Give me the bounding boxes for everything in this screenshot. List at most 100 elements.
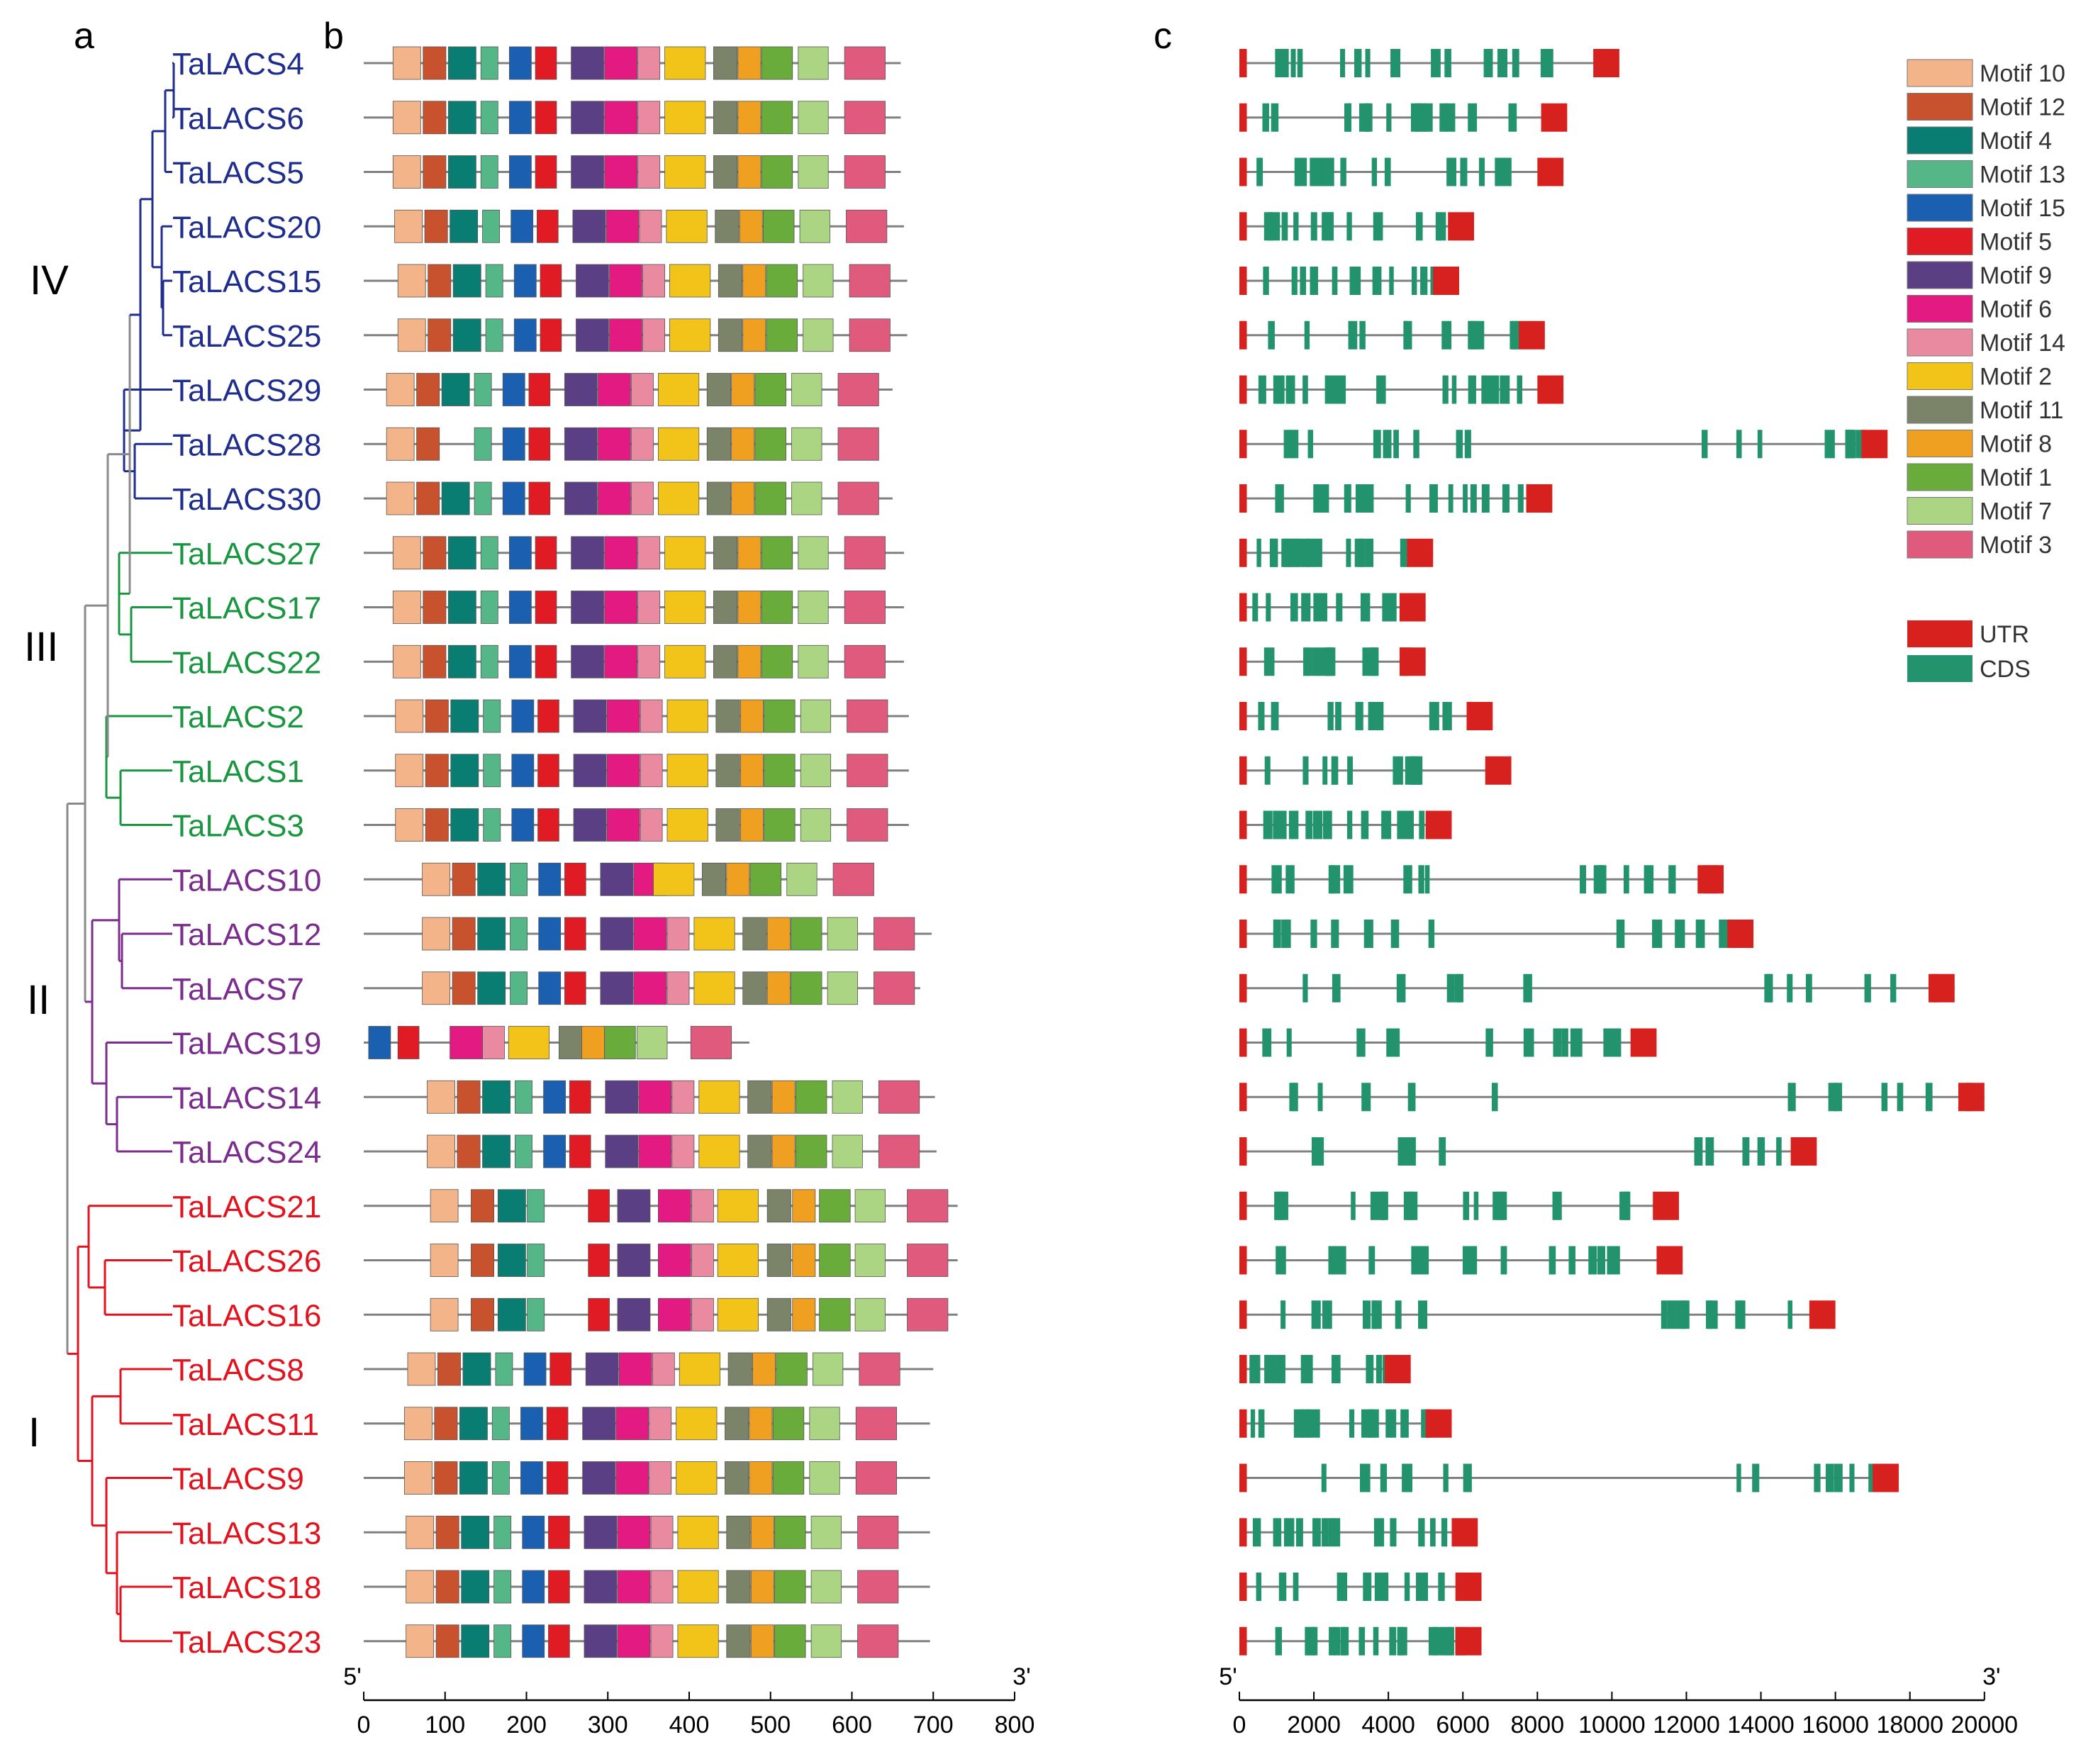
utr-5prime [1239,647,1247,676]
motif-6-box [617,1570,651,1604]
cds-exon [1376,375,1386,404]
cds-exon [1390,920,1400,948]
cds-exon [1276,375,1285,404]
utr-5prime [1239,538,1247,567]
motif-1-box [749,862,782,896]
motif-12-box [452,862,476,896]
motif-10-box [430,1297,459,1332]
motif-9-box [605,1080,639,1114]
motif-4-box [447,155,476,189]
cds-exon [1407,1191,1418,1220]
utr-5prime [1239,375,1247,404]
motif-4-box [452,264,481,298]
motif-14-box [666,917,690,951]
motif-8-box [731,373,755,406]
motif-3-box [849,264,891,298]
motif-4-box [450,808,479,842]
cds-exon [1446,157,1457,186]
cds-exon [1363,920,1373,948]
cds-exon [1389,267,1394,295]
cds-exon [1324,375,1334,404]
cds-exon [1359,1463,1371,1492]
utr-5prime [1239,1463,1247,1492]
gene-label: TaLACS15 [172,264,321,299]
cds-exon [1356,1028,1366,1057]
motif-6-box [657,1189,691,1223]
motif-7-box [799,209,830,243]
cds-exon [1492,1191,1499,1220]
motif-4-box [461,1624,490,1658]
gene-label: TaLACS2 [172,700,304,735]
motif-5-box [540,264,562,298]
motif-13-box [483,754,501,788]
motif-11-box [715,209,740,243]
gene-label: TaLACS28 [172,428,321,462]
cds-exon [1302,973,1308,1003]
cds-exon [1328,1518,1334,1547]
cds-exon [1395,1300,1402,1329]
cds-exon [1368,1409,1379,1438]
cds-exon [1925,1083,1933,1112]
gene-label: TaLACS25 [172,319,321,354]
cds-exon [1290,593,1298,622]
motif-12-box [437,1352,461,1386]
motif-15-box [538,862,562,896]
utr-3prime [1727,920,1754,948]
motif-14-box [652,1352,675,1386]
motif-6-box [609,318,642,352]
cds-exon [1483,49,1493,77]
gene-label: TaLACS14 [172,1081,321,1115]
cds-exon [1293,538,1300,567]
motif-10-box [406,1515,435,1549]
cds-exon [1897,1083,1904,1112]
cds-exon [1321,593,1328,622]
utr-5prime [1239,1573,1247,1601]
cds-exon [1438,1573,1445,1601]
motif-10-box [386,481,415,515]
motif-14-box [639,209,662,243]
utr-3prime [1809,1300,1836,1329]
cds-exon [1457,973,1463,1003]
motif-1-box [772,1461,805,1495]
cds-exon [1451,375,1457,404]
motif-3-box [849,318,891,352]
motif-11-box [725,1407,749,1441]
cds-exon [1485,1028,1493,1057]
cds-exon [1834,1463,1843,1492]
cds-exon [1470,484,1477,513]
legend-label: Motif 3 [1980,532,2052,559]
cds-exon [1363,1573,1372,1601]
motif-10-box [392,46,421,80]
axis-tick-label: 800 [995,1712,1035,1738]
motif-12-box [428,264,452,298]
cds-exon [1263,267,1269,295]
cds-exon [1439,1137,1446,1166]
cds-exon [1456,430,1463,459]
motif-2-box [653,862,695,896]
gene-label: TaLACS4 [172,47,304,82]
cds-exon [1266,1355,1276,1383]
cds-exon [1275,484,1284,513]
cds-exon [1393,430,1399,459]
motif-7-box [809,1461,840,1495]
cds-exon [1501,157,1512,186]
utr-5prime [1239,1083,1247,1112]
cds-exon [1372,267,1382,295]
cds-exon [1366,1355,1374,1383]
legend-label: Motif 6 [1980,296,2052,323]
motif-2-box [679,1352,721,1386]
motif-1-box [795,1134,827,1168]
utr-3prime [1485,756,1512,785]
motif-7-box [791,373,822,406]
cds-exon [1463,484,1468,513]
motif-10-box [397,318,426,352]
motif-11-box [747,1080,772,1114]
motif-10-box [422,971,451,1005]
motif-4-box [441,481,470,515]
motif-6-box [604,46,637,80]
motif-12-box [423,591,447,624]
cds-exon [1397,1626,1405,1656]
cds-exon [1418,865,1424,894]
axis-tick-label: 2000 [1287,1712,1341,1738]
motif-7-box [810,1570,842,1604]
